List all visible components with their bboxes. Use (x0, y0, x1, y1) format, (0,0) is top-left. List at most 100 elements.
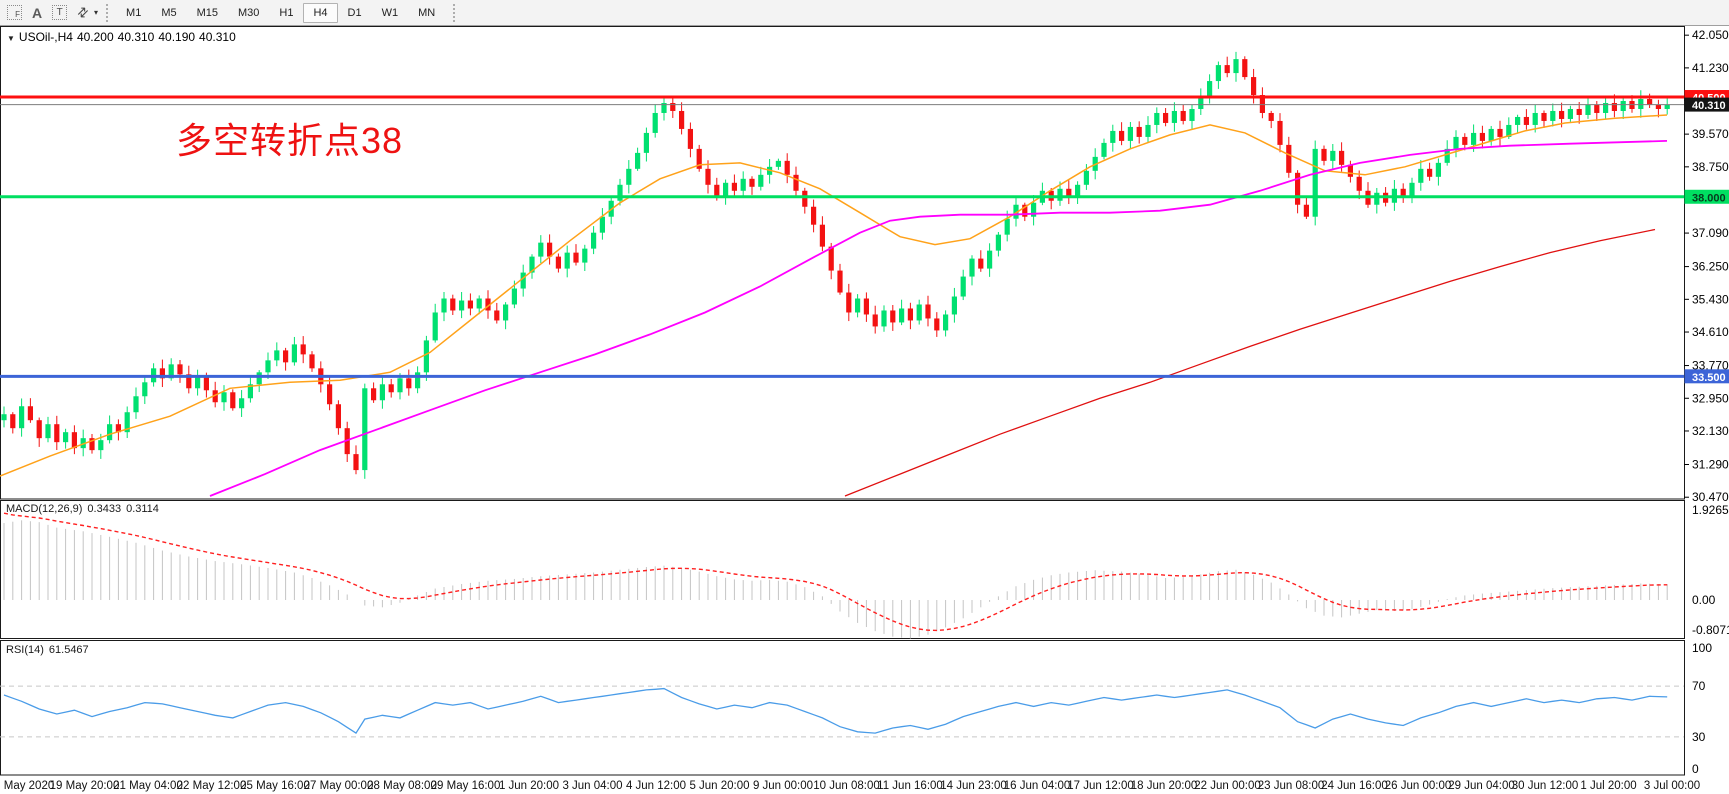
timeframe-button-d1[interactable]: D1 (347, 6, 362, 19)
svg-text:1 Jun 20:00: 1 Jun 20:00 (499, 780, 559, 792)
svg-text:27 May 00:00: 27 May 00:00 (304, 780, 374, 792)
svg-text:22 Jun 00:00: 22 Jun 00:00 (1194, 780, 1261, 792)
svg-text:26 Jun 00:00: 26 Jun 00:00 (1385, 780, 1452, 792)
svg-text:29 Jun 04:00: 29 Jun 04:00 (1448, 780, 1515, 792)
rsi-panel[interactable] (0, 640, 1685, 776)
svg-text:14 Jun 23:00: 14 Jun 23:00 (940, 780, 1007, 792)
toolbar: F A T ⇅ ▾ M1 M5 M15 M30 H1 H4 D1 W1 MN (0, 0, 1729, 26)
medium-ma-line (209, 140, 1668, 497)
symbol-header: ▼ USOil-,H4 40.200 40.310 40.190 40.310 (7, 30, 240, 44)
price-badge-33.500: 33.500 (1684, 369, 1729, 384)
rsi-indicator-label: RSI(14) 61.5467 (6, 644, 94, 656)
svg-text:36.250: 36.250 (1692, 260, 1729, 274)
svg-text:11 Jun 16:00: 11 Jun 16:00 (877, 780, 943, 792)
svg-text:30 Jun 12:00: 30 Jun 12:00 (1512, 780, 1579, 792)
svg-text:40.310: 40.310 (1692, 100, 1726, 112)
svg-text:37.090: 37.090 (1692, 226, 1729, 240)
drawing-tools-group: F A T ⇅ (3, 2, 93, 22)
macd-axis-label: 0.00 (1692, 593, 1716, 607)
fibonacci-tool-icon[interactable]: F (7, 5, 22, 20)
quote-open: 40.200 (76, 30, 114, 44)
toolbar-grip-handle-end[interactable] (453, 3, 456, 22)
timeframe-button-m1[interactable]: M1 (126, 6, 142, 19)
svg-text:35.430: 35.430 (1692, 292, 1729, 306)
macd-indicator-label: MACD(12,26,9) 0.3433 0.3114 (6, 503, 164, 515)
main-chart-panel[interactable] (0, 26, 1685, 500)
rsi-axis-label: 100 (1692, 641, 1712, 655)
timeframe-button-m5[interactable]: M5 (161, 6, 177, 19)
quote-close: 40.310 (199, 30, 236, 44)
svg-text:25 May 16:00: 25 May 16:00 (240, 780, 310, 792)
svg-text:39.570: 39.570 (1692, 127, 1729, 141)
svg-text:33.770: 33.770 (1692, 359, 1729, 373)
price-badge-38.000: 38.000 (1684, 189, 1729, 204)
svg-text:4 Jun 12:00: 4 Jun 12:00 (626, 780, 686, 792)
arrows-tool-icon[interactable]: ⇅ (73, 2, 93, 22)
svg-text:18 Jun 20:00: 18 Jun 20:00 (1131, 780, 1198, 792)
fast-ma-line (0, 114, 1668, 477)
timeframe-button-h1[interactable]: H1 (279, 6, 294, 19)
macd-signal-line (3, 512, 1668, 632)
svg-text:9 Jun 00:00: 9 Jun 00:00 (753, 780, 813, 792)
svg-text:23 Jun 08:00: 23 Jun 08:00 (1258, 780, 1325, 792)
symbol-label: USOil-,H4 (18, 30, 73, 44)
timeframe-button-group: M1 M5 M15 M30 H1 H4 D1 W1 MN (116, 2, 445, 23)
macd-name: MACD(12,26,9) (6, 503, 83, 515)
rsi-value: 61.5467 (48, 644, 89, 656)
timeframe-button-w1[interactable]: W1 (381, 6, 399, 19)
quote-low: 40.190 (158, 30, 196, 44)
price-chart-svg[interactable]: 42.05041.23040.41039.57038.75037.93037.0… (0, 26, 1729, 794)
timeframe-button-h4[interactable]: H4 (303, 2, 338, 23)
price-badge-40.310: 40.310 (1684, 97, 1729, 112)
svg-text:21 May 04:00: 21 May 04:00 (113, 780, 183, 792)
candlesticks (1, 51, 1670, 479)
svg-text:19 May 20:00: 19 May 20:00 (50, 780, 120, 792)
svg-text:16 Jun 04:00: 16 Jun 04:00 (1004, 780, 1071, 792)
svg-text:30.470: 30.470 (1692, 490, 1729, 504)
svg-text:28 May 08:00: 28 May 08:00 (367, 780, 437, 792)
macd-panel[interactable] (0, 500, 1685, 639)
chart-annotation-text[interactable]: 多空转折点38 (176, 120, 404, 161)
svg-text:42.050: 42.050 (1692, 28, 1729, 42)
svg-text:33.500: 33.500 (1692, 372, 1726, 384)
svg-text:18 May 2020: 18 May 2020 (0, 780, 54, 792)
svg-text:29 May 16:00: 29 May 16:00 (431, 780, 501, 792)
timeframe-button-m15[interactable]: M15 (196, 6, 219, 19)
rsi-axis-label: 70 (1692, 679, 1706, 693)
svg-text:34.610: 34.610 (1692, 325, 1729, 339)
macd-axis-label: 1.9265 (1692, 503, 1729, 517)
collapse-triangle-icon[interactable]: ▼ (7, 34, 15, 43)
macd-axis-label: -0.8071 (1692, 623, 1729, 637)
timeframe-button-m30[interactable]: M30 (238, 6, 260, 19)
svg-text:22 May 12:00: 22 May 12:00 (177, 780, 247, 792)
svg-text:3 Jun 04:00: 3 Jun 04:00 (562, 780, 622, 792)
svg-text:32.950: 32.950 (1692, 391, 1729, 405)
svg-text:32.130: 32.130 (1692, 424, 1729, 438)
svg-text:38.000: 38.000 (1692, 192, 1726, 204)
svg-text:10 Jun 08:00: 10 Jun 08:00 (813, 780, 880, 792)
svg-text:17 Jun 12:00: 17 Jun 12:00 (1067, 780, 1134, 792)
rsi-axis-label: 30 (1692, 730, 1706, 744)
rsi-axis-label: 0 (1692, 762, 1699, 776)
macd-main-value: 0.3433 (87, 503, 122, 515)
slow-ma-line (844, 228, 1656, 497)
svg-text:38.750: 38.750 (1692, 160, 1729, 174)
macd-signal-value: 0.3114 (126, 503, 159, 515)
rsi-name: RSI(14) (6, 644, 44, 656)
timeframe-button-mn[interactable]: MN (418, 6, 436, 19)
svg-text:41.230: 41.230 (1692, 61, 1729, 75)
toolbar-grip-handle[interactable] (106, 3, 109, 22)
quote-high: 40.310 (117, 30, 155, 44)
svg-text:24 Jun 16:00: 24 Jun 16:00 (1321, 780, 1388, 792)
svg-text:1 Jul 20:00: 1 Jul 20:00 (1580, 780, 1636, 792)
text-tool-icon[interactable]: A (32, 4, 43, 21)
macd-histogram (3, 520, 1668, 639)
svg-text:31.290: 31.290 (1692, 457, 1729, 471)
text-label-tool-icon[interactable]: T (52, 5, 68, 20)
rsi-line (3, 687, 1668, 735)
svg-text:5 Jun 20:00: 5 Jun 20:00 (689, 780, 749, 792)
svg-text:3 Jul 00:00: 3 Jul 00:00 (1644, 780, 1700, 792)
tools-dropdown-caret-icon[interactable]: ▾ (94, 8, 99, 17)
